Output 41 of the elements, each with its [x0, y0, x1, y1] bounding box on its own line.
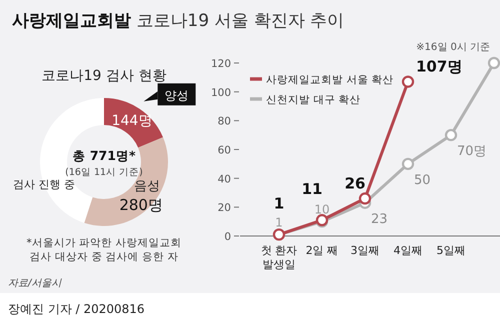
legend-label: 신천지발 대구 확산 [266, 94, 361, 106]
data-label: 70명 [457, 144, 487, 160]
data-label: 1 [274, 194, 284, 213]
text: ※16일 0시 기준 [416, 42, 490, 53]
text: (16일 11시 기준) [65, 167, 143, 178]
x-tick-label: 첫 환자 발생일 [260, 244, 298, 271]
data-label: 26 [344, 174, 366, 193]
slice-label: 음성 [134, 179, 160, 194]
y-tick-label: 80 [218, 116, 231, 128]
data-label: 10 [314, 202, 330, 217]
text: *서울시가 파악한 사랑제일교회 검사 대상자 중 검사에 응한 자 [26, 237, 182, 263]
data-label: 23 [371, 212, 388, 227]
text: 총 771명* [72, 148, 136, 163]
chart-title: 코로나19 검사 현황 [42, 68, 166, 84]
legend-label: 사랑제일교회발 서울 확산 [266, 74, 394, 86]
point [358, 192, 372, 205]
data-label: 50 [414, 172, 431, 188]
point [488, 56, 500, 70]
x-tick-label: 4일째 [394, 244, 422, 257]
x-tick-label: 3일째 [350, 244, 380, 257]
text: 장예진 기자 / 20200816 [8, 302, 145, 316]
y-tick-label: 100 [210, 86, 231, 99]
slice-label: 검사 진행 중 [13, 178, 75, 191]
point [402, 76, 414, 88]
y-tick-label: 60 [218, 144, 231, 156]
y-tick-label: 20 [218, 202, 231, 214]
data-label: 280명 [119, 196, 163, 214]
data-label: 107명 [416, 58, 462, 76]
y-tick-label: 40 [218, 173, 231, 186]
chart-title: 사랑제일교회발 코로나19 서울 확진자 추이 [12, 11, 344, 31]
data-label: 11 [302, 180, 322, 198]
point [444, 128, 458, 142]
slice-label: 양성 [164, 88, 189, 102]
x-tick-label: 5일째 [436, 244, 466, 257]
text: 자료/서울시 [8, 278, 62, 289]
y-tick-label: 0 [224, 231, 231, 243]
data-label: 1 [275, 216, 283, 230]
y-tick-label: 120 [210, 58, 231, 70]
x-tick-label: 2일 째 [306, 244, 338, 257]
data-label: 144명 [112, 112, 152, 129]
point [402, 158, 414, 170]
